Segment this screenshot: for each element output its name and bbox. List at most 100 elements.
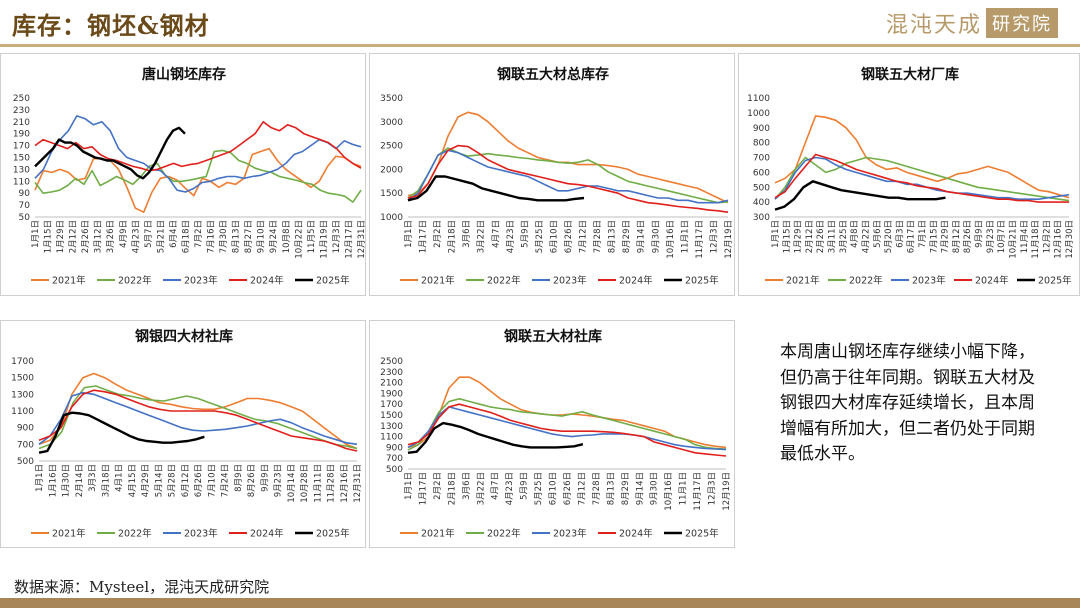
y-tick-label: 300 <box>753 213 770 223</box>
chart-title: 钢联五大材社库 <box>504 328 602 345</box>
series-line-2022年 <box>407 147 729 204</box>
footer-bar <box>0 598 1080 608</box>
legend-label: 2023年 <box>553 528 587 540</box>
x-tick-label: 4月9日 <box>119 220 129 248</box>
x-tick-label: 8月12日 <box>952 220 962 253</box>
y-tick-label: 1000 <box>747 109 770 119</box>
x-tick-label: 11月28日 <box>327 464 337 503</box>
x-tick-label: 7月1日 <box>918 220 928 248</box>
x-tick-label: 6月26日 <box>563 472 573 505</box>
data-source: 数据来源：Mysteel，混沌天成研究院 <box>14 578 270 596</box>
legend-label: 2022年 <box>118 528 152 540</box>
y-tick-label: 1700 <box>380 400 403 410</box>
x-tick-label: 12月3日 <box>708 472 718 505</box>
chart-panel-tangshan-billet: 唐山钢坯库存 50 70 90 110 130 150 170 190 210 230 250 1月1日… <box>0 53 367 296</box>
x-tick-label: 7月28日 <box>593 220 603 253</box>
x-tick-label: 2月26日 <box>81 220 91 253</box>
chart-panel-mysteel-total: 钢联五大材总库存 1000 1500 2000 2500 3000 3500 1月1日 1月17… <box>369 53 735 296</box>
x-tick-label: 7月10日 <box>207 464 217 497</box>
x-tick-label: 1月17日 <box>419 220 429 253</box>
series-line-2023年 <box>407 406 727 451</box>
series-line-2024年 <box>38 389 358 452</box>
x-tick-label: 1月1日 <box>404 220 414 248</box>
x-tick-label: 6月4日 <box>169 220 179 248</box>
x-tick-label: 10月14日 <box>287 464 297 503</box>
y-tick-label: 1700 <box>11 357 34 367</box>
y-tick-label: 150 <box>13 154 30 164</box>
x-tick-label: 6月10日 <box>549 472 559 505</box>
x-tick-label: 9月23日 <box>274 464 284 497</box>
x-tick-label: 8月29日 <box>622 220 632 253</box>
x-tick-label: 12月30日 <box>1065 220 1075 259</box>
x-tick-label: 5月14日 <box>154 464 164 497</box>
x-tick-label: 8月29日 <box>621 472 631 505</box>
chart-title: 钢联五大材总库存 <box>497 66 609 83</box>
x-tick-label: 11月1日 <box>679 472 689 505</box>
legend-label: 2025年 <box>316 528 350 540</box>
series-line-2023年 <box>38 391 358 446</box>
x-tick-label: 12月31日 <box>353 464 363 503</box>
series-line-2024年 <box>407 403 727 457</box>
y-tick-label: 210 <box>13 118 30 128</box>
x-tick-label: 4月22日 <box>861 220 871 253</box>
chart-title: 钢联五大材厂库 <box>861 66 959 83</box>
legend-label: 2024年 <box>619 275 653 287</box>
x-tick-label: 1月15日 <box>44 220 54 253</box>
chart-title: 钢银四大材社库 <box>135 328 233 345</box>
x-tick-label: 1月16日 <box>48 464 58 497</box>
legend-label: 2024年 <box>250 528 284 540</box>
x-tick-label: 6月10日 <box>549 220 559 253</box>
x-tick-label: 12月2日 <box>1042 220 1052 253</box>
x-tick-label: 2月26日 <box>816 220 826 253</box>
y-tick-label: 1100 <box>747 94 770 104</box>
x-tick-label: 10月21日 <box>1008 220 1018 259</box>
x-tick-label: 3月18日 <box>101 464 111 497</box>
x-tick-label: 9月14日 <box>635 472 645 505</box>
x-tick-label: 11月11日 <box>313 464 323 503</box>
x-tick-label: 9月10日 <box>257 220 267 253</box>
series-line-2023年 <box>407 149 729 204</box>
y-tick-label: 90 <box>19 189 31 199</box>
y-tick-label: 230 <box>13 106 30 116</box>
y-tick-label: 900 <box>17 424 34 434</box>
chart-banksteel-social: 钢银四大材社库 500 700 900 1100 1300 1500 1700 1月1日 1月16… <box>11 328 363 540</box>
y-tick-label: 2500 <box>380 142 403 152</box>
x-tick-label: 8月9日 <box>234 464 244 492</box>
legend-label: 2023年 <box>912 275 946 287</box>
legend-label: 2025年 <box>685 528 719 540</box>
y-tick-label: 2100 <box>380 379 403 389</box>
brand-badge: 研究院 <box>986 8 1058 38</box>
x-tick-label: 4月7日 <box>491 220 501 248</box>
x-tick-label: 4月1日 <box>115 464 125 492</box>
x-tick-label: 9月30日 <box>650 472 660 505</box>
x-tick-label: 11月1日 <box>680 220 690 253</box>
x-tick-label: 6月18日 <box>181 220 191 253</box>
x-tick-label: 5月21日 <box>156 220 166 253</box>
header-divider <box>0 44 1080 47</box>
x-tick-label: 9月24日 <box>269 220 279 253</box>
legend-label: 2024年 <box>975 275 1009 287</box>
x-tick-label: 11月4日 <box>1020 220 1030 253</box>
x-tick-label: 7月29日 <box>941 220 951 253</box>
x-tick-label: 1月30日 <box>62 464 72 497</box>
x-tick-label: 10月7日 <box>997 220 1007 253</box>
x-tick-label: 1月1日 <box>404 472 414 500</box>
chart-panel-mysteel-social: 钢联五大材社库 500 700 900 1100 1300 1500 1700 1900 2100… <box>369 320 735 548</box>
y-tick-label: 500 <box>17 457 34 467</box>
brand-logo: 混沌天成 研究院 <box>886 6 1058 40</box>
y-tick-label: 1100 <box>380 433 403 443</box>
series-line-2024年 <box>407 144 729 213</box>
x-tick-label: 4月29日 <box>141 464 151 497</box>
x-tick-label: 6月26日 <box>194 464 204 497</box>
x-tick-label: 8月27日 <box>244 220 254 253</box>
x-tick-label: 7月24日 <box>221 464 231 497</box>
y-tick-label: 2000 <box>380 165 403 175</box>
legend-label: 2025年 <box>316 275 350 287</box>
x-tick-label: 12月19日 <box>722 472 732 511</box>
x-tick-label: 10月16日 <box>664 472 674 511</box>
brand-name: 混沌天成 <box>885 13 982 38</box>
legend-label: 2025年 <box>1038 275 1072 287</box>
x-tick-label: 7月16日 <box>207 220 217 253</box>
x-tick-label: 3月26日 <box>106 220 116 253</box>
